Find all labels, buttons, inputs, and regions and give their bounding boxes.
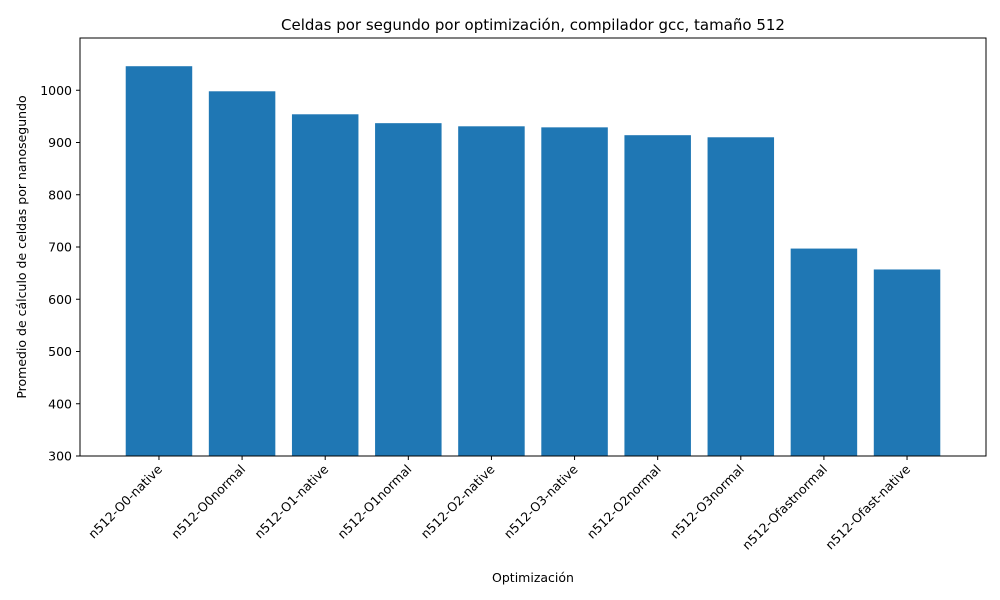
x-tick-label: n512-Ofastnormal xyxy=(739,462,830,553)
bar-n512-O0normal xyxy=(208,91,276,456)
y-tick-label: 700 xyxy=(48,240,72,255)
y-tick-label: 600 xyxy=(48,292,72,307)
x-axis-ticks: n512-O0-native n512-O0normal n512-O1-nativ… xyxy=(85,456,913,553)
x-tick-label: n512-O2normal xyxy=(584,462,664,542)
y-tick-label: 800 xyxy=(48,187,72,202)
bars-group xyxy=(125,66,941,457)
x-tick-label: n512-O1-native xyxy=(251,461,331,541)
x-tick-label: n512-O3-native xyxy=(501,461,581,541)
y-tick-label: 400 xyxy=(48,396,72,411)
x-tick-label: n512-O3normal xyxy=(667,462,747,542)
chart-title: Celdas por segundo por optimización, com… xyxy=(281,16,785,34)
x-tick-label: n512-Ofast-native xyxy=(822,461,913,552)
bar-n512-O3-native xyxy=(541,127,608,456)
bar-n512-O2normal xyxy=(624,135,691,456)
x-tick-label: n512-O2-native xyxy=(418,461,498,541)
plot-frame xyxy=(79,37,987,457)
bar-n512-Ofastnormal xyxy=(790,248,858,456)
bar-n512-O1normal xyxy=(375,123,442,457)
x-tick-label: n512-O0-native xyxy=(85,461,165,541)
bar-n512-O2-native xyxy=(458,126,525,457)
y-tick-label: 1000 xyxy=(40,83,72,98)
y-tick-label: 500 xyxy=(48,344,72,359)
x-axis-title: Optimización xyxy=(492,570,574,585)
y-axis-ticks: 300 400 500 600 700 800 900 1000 xyxy=(40,83,80,464)
x-tick-label: n512-O0normal xyxy=(168,462,248,542)
y-axis-title: Promedio de cálculo de celdas por nanose… xyxy=(14,95,29,398)
y-tick-label: 900 xyxy=(48,135,72,150)
x-tick-label: n512-O1normal xyxy=(334,462,414,542)
y-tick-label: 300 xyxy=(48,449,72,464)
bar-n512-O3normal xyxy=(707,137,775,456)
bar-n512-Ofast-native xyxy=(873,269,941,456)
bar-n512-O0-native xyxy=(125,66,193,457)
bar-n512-O1-native xyxy=(291,114,359,456)
